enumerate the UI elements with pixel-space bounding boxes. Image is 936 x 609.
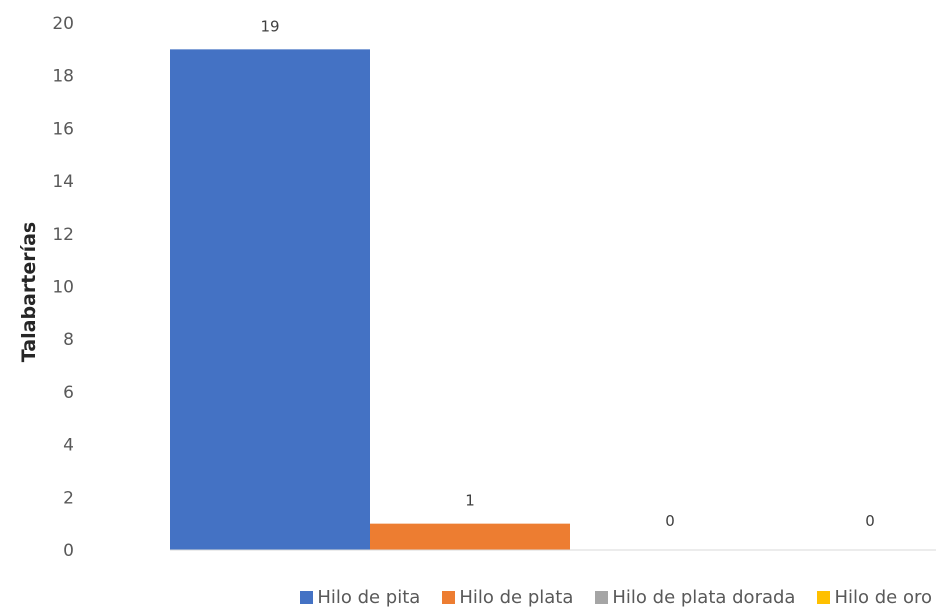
y-tick-label: 16 <box>52 119 74 139</box>
bar-hilo-de-pita <box>170 49 370 550</box>
legend-item: Hilo de pita <box>300 587 420 608</box>
legend-item: Hilo de plata <box>442 587 573 608</box>
bars-group <box>170 49 570 550</box>
legend-swatch <box>442 590 456 604</box>
y-axis-title: Talabarterías <box>18 222 40 362</box>
legend-label: Hilo de pita <box>317 586 421 608</box>
legend-item: Hilo de oro <box>817 587 932 608</box>
y-tick-label: 14 <box>52 172 74 192</box>
legend-swatch <box>595 590 609 604</box>
data-label: 1 <box>465 492 475 510</box>
legend-label: Hilo de plata dorada <box>612 586 796 608</box>
y-tick-label: 18 <box>52 67 74 87</box>
legend-label: Hilo de plata <box>459 586 574 608</box>
y-tick-label: 20 <box>52 14 74 34</box>
y-tick-label: 2 <box>63 488 74 508</box>
bar-hilo-de-plata <box>370 523 570 550</box>
data-labels: 19 1 0 0 <box>260 17 874 530</box>
chart-legend: Hilo de pita Hilo de plata Hilo de plata d… <box>0 585 936 609</box>
legend-swatch <box>300 590 314 604</box>
data-label: 0 <box>865 512 875 530</box>
y-tick-label: 10 <box>52 278 74 298</box>
legend-swatch <box>817 590 831 604</box>
data-label: 19 <box>260 17 279 35</box>
y-axis-ticks: 0 2 4 6 8 10 12 14 16 18 20 <box>52 14 74 561</box>
legend-label: Hilo de oro <box>834 586 932 608</box>
y-tick-label: 12 <box>52 225 74 245</box>
y-tick-label: 8 <box>63 330 74 350</box>
legend-item: Hilo de plata dorada <box>595 587 795 608</box>
y-tick-label: 0 <box>63 541 74 561</box>
data-label: 0 <box>665 512 675 530</box>
y-tick-label: 4 <box>63 436 74 456</box>
y-tick-label: 6 <box>63 383 74 403</box>
